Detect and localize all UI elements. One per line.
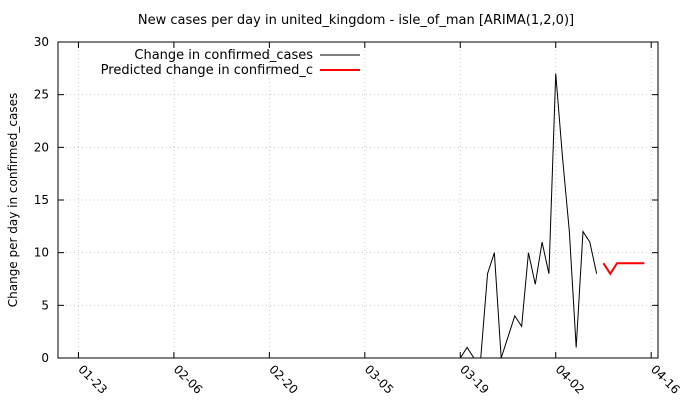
legend-label: Predicted change in confirmed_c [101, 63, 313, 78]
x-tick-label: 01-23 [75, 362, 110, 397]
x-tick-label: 04-02 [553, 362, 588, 397]
series-layer [71, 73, 645, 359]
series-line-predicted [602, 262, 645, 276]
chart-title: New cases per day in united_kingdom - is… [138, 13, 574, 28]
y-tick-label: 0 [41, 351, 49, 365]
y-tick-label: 10 [34, 246, 49, 260]
grid [58, 42, 658, 358]
y-tick-label: 5 [41, 298, 49, 312]
y-tick-label: 15 [34, 193, 49, 207]
axis-ticks: 0 5 10 15 20 25 30 01-23 02-06 02-20 03-05 03-19 04-… [34, 35, 680, 397]
y-tick-label: 30 [34, 35, 49, 49]
x-tick-label: 02-20 [266, 362, 301, 397]
legend-label: Change in confirmed_cases [134, 48, 313, 63]
y-tick-label: 20 [34, 140, 49, 154]
y-axis-label: Change per day in confirmed_cases [6, 93, 20, 308]
x-tick-label: 04-16 [648, 362, 680, 397]
y-tick-label: 25 [34, 88, 49, 102]
x-tick-label: 03-05 [362, 362, 397, 397]
x-tick-label: 03-19 [457, 362, 492, 397]
series-line-confirmed-cases [71, 73, 598, 359]
x-tick-label: 02-06 [171, 362, 206, 397]
